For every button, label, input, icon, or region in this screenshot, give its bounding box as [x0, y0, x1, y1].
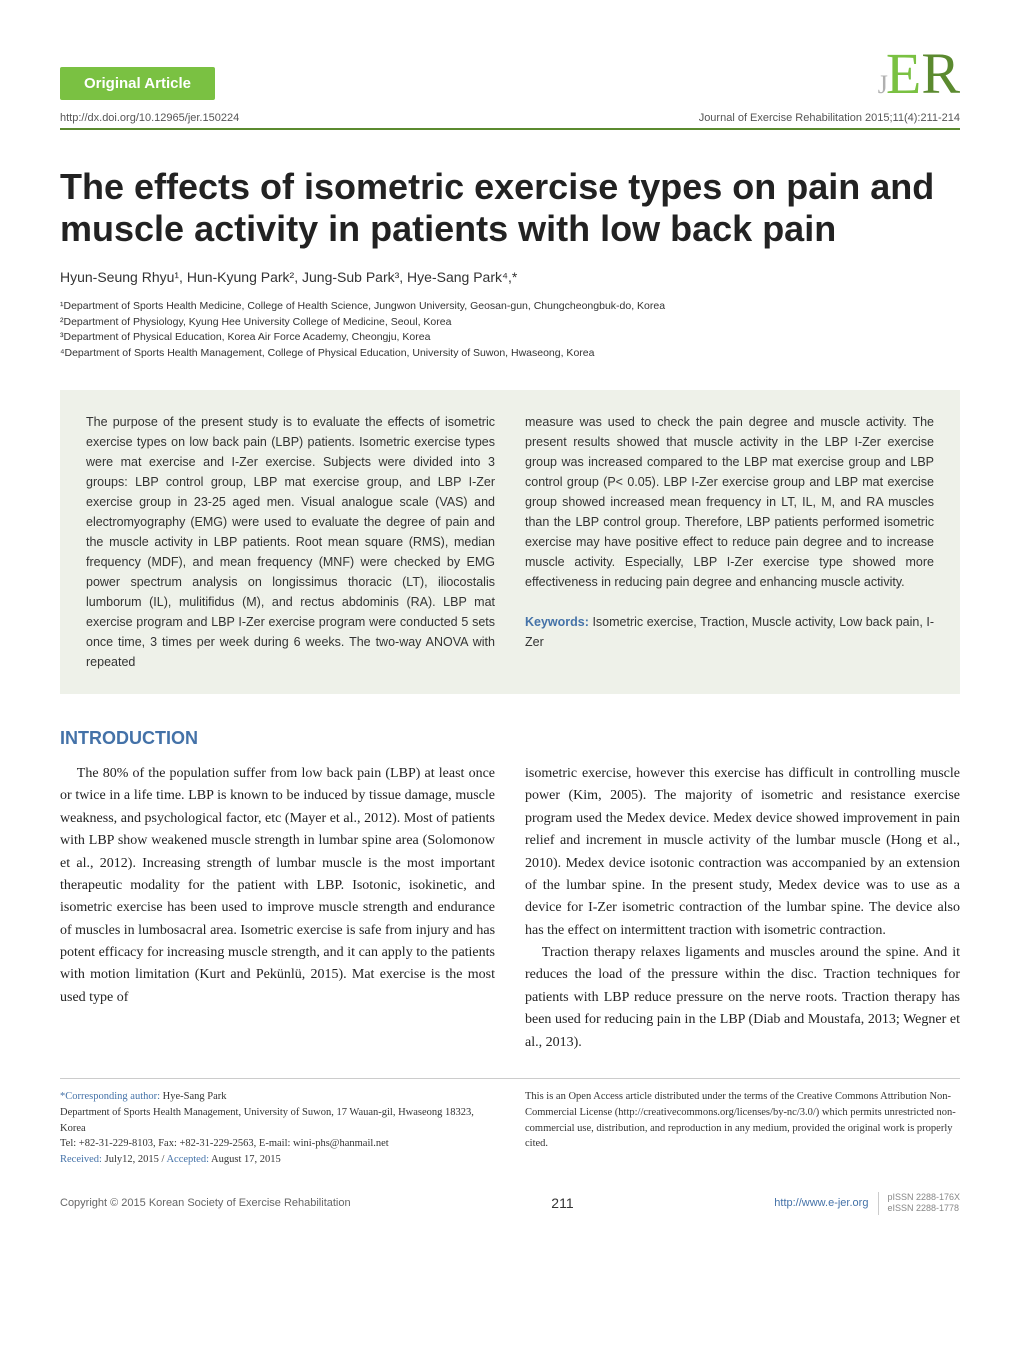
site-link: http://www.e-jer.org: [774, 1197, 868, 1209]
abstract-left-col: The purpose of the present study is to e…: [86, 412, 495, 672]
abstract-box: The purpose of the present study is to e…: [60, 390, 960, 694]
accepted-label: Accepted:: [166, 1154, 209, 1165]
logo-letter-r: R: [921, 48, 960, 100]
bottom-bar: Copyright © 2015 Korean Society of Exerc…: [60, 1192, 960, 1215]
affiliation-list: ¹Department of Sports Health Medicine, C…: [60, 299, 960, 362]
abstract-right-col: measure was used to check the pain degre…: [525, 412, 934, 672]
received-date: July12, 2015 /: [102, 1154, 166, 1165]
author-list: Hyun-Seung Rhyu¹, Hun-Kyung Park², Jung-…: [60, 269, 960, 285]
affiliation-4: ⁴Department of Sports Health Management,…: [60, 346, 960, 362]
body-columns: The 80% of the population suffer from lo…: [60, 763, 960, 1054]
footer-notes: *Corresponding author: Hye-Sang Park Dep…: [60, 1078, 960, 1168]
article-type-badge: Original Article: [60, 67, 215, 100]
journal-citation: Journal of Exercise Rehabilitation 2015;…: [699, 112, 960, 124]
corresponding-author-block: *Corresponding author: Hye-Sang Park Dep…: [60, 1089, 495, 1168]
affiliation-3: ³Department of Physical Education, Korea…: [60, 330, 960, 346]
body-right-col: isometric exercise, however this exercis…: [525, 763, 960, 1054]
body-p2: isometric exercise, however this exercis…: [525, 763, 960, 942]
license-block: This is an Open Access article distribut…: [525, 1089, 960, 1168]
eissn: eISSN 2288-1778: [887, 1203, 960, 1215]
bottom-right-block: http://www.e-jer.org pISSN 2288-176X eIS…: [774, 1192, 960, 1215]
affiliation-1: ¹Department of Sports Health Medicine, C…: [60, 299, 960, 315]
header-row: Original Article J E R: [60, 48, 960, 100]
journal-logo: J E R: [878, 48, 960, 100]
received-label: Received:: [60, 1154, 102, 1165]
logo-letter-e: E: [886, 48, 921, 100]
body-left-col: The 80% of the population suffer from lo…: [60, 763, 495, 1054]
doi-text: http://dx.doi.org/10.12965/jer.150224: [60, 112, 239, 124]
accepted-date: August 17, 2015: [209, 1154, 281, 1165]
issn-block: pISSN 2288-176X eISSN 2288-1778: [878, 1192, 960, 1215]
body-p3: Traction therapy relaxes ligaments and m…: [525, 942, 960, 1054]
page-number: 211: [551, 1195, 573, 1211]
abstract-right-text: measure was used to check the pain degre…: [525, 415, 934, 589]
copyright-text: Copyright © 2015 Korean Society of Exerc…: [60, 1197, 351, 1209]
corresponding-label: *Corresponding author:: [60, 1091, 160, 1102]
corresponding-dept: Department of Sports Health Management, …: [60, 1107, 474, 1134]
article-title: The effects of isometric exercise types …: [60, 166, 960, 249]
corresponding-contact: Tel: +82-31-229-8103, Fax: +82-31-229-25…: [60, 1138, 389, 1149]
affiliation-2: ²Department of Physiology, Kyung Hee Uni…: [60, 315, 960, 331]
doi-bar: http://dx.doi.org/10.12965/jer.150224 Jo…: [60, 106, 960, 130]
keywords-label: Keywords:: [525, 615, 589, 629]
body-p1: The 80% of the population suffer from lo…: [60, 763, 495, 1009]
pissn: pISSN 2288-176X: [887, 1192, 960, 1204]
section-heading-introduction: INTRODUCTION: [60, 728, 960, 749]
corresponding-name: Hye-Sang Park: [160, 1091, 227, 1102]
